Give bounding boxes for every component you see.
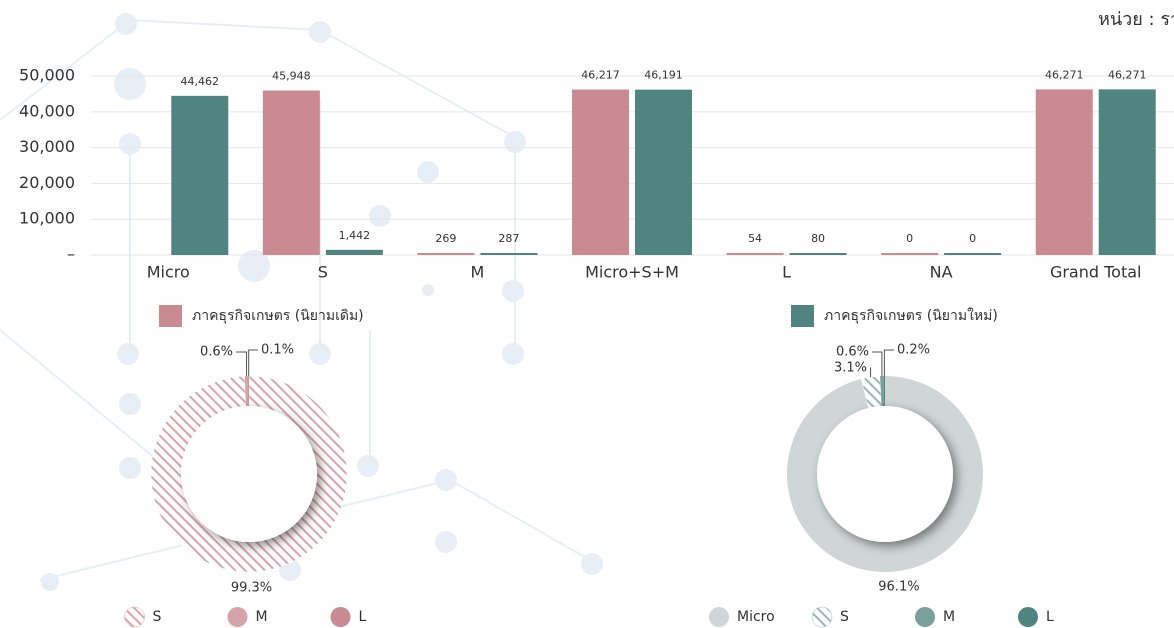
bar	[171, 96, 228, 255]
bar	[1099, 89, 1156, 255]
donut-hole	[817, 406, 953, 542]
unit-label: หน่วย : ราย	[1098, 9, 1174, 30]
pie-label: 0.6%	[836, 345, 869, 360]
page: {"chart_data": [ {"type": "bar", "unit":…	[0, 0, 1174, 628]
legend-label: ภาคธุรกิจเกษตร (นิยามใหม่)	[824, 307, 998, 324]
value-label: 45,948	[272, 70, 311, 83]
legend-marker	[228, 607, 248, 627]
bar	[417, 253, 474, 255]
x-tick-label: Grand Total	[1050, 263, 1142, 282]
bar	[1036, 89, 1093, 255]
legend-marker	[331, 607, 351, 627]
value-label: 0	[906, 232, 913, 245]
x-tick-label: Micro	[147, 263, 190, 282]
x-tick-label: L	[782, 263, 791, 282]
legend-label: ภาคธุรกิจเกษตร (นิยามเดิม)	[192, 308, 364, 324]
leader-line	[872, 352, 882, 376]
bar	[944, 253, 1001, 255]
value-label: 0	[969, 232, 976, 245]
value-label: 1,442	[339, 229, 371, 242]
leader-line	[236, 352, 247, 376]
value-label: 46,191	[644, 69, 683, 82]
leader-line	[870, 368, 871, 377]
pie-label: 0.6%	[200, 345, 233, 360]
legend-marker	[125, 607, 145, 627]
legend-label: M	[256, 609, 268, 625]
legend-label: M	[943, 609, 955, 625]
donut-hole	[181, 406, 317, 542]
legend-label: S	[153, 609, 162, 625]
bar	[881, 253, 938, 255]
y-tick-label: 10,000	[19, 209, 75, 228]
value-label: 46,271	[1045, 68, 1084, 81]
value-label: 269	[435, 232, 456, 245]
legend-swatch	[159, 305, 182, 327]
value-label: 54	[748, 232, 762, 245]
dashboard: หน่วย : ราย – 10,000 20,000 30,000 40,000 50,…	[0, 0, 1174, 628]
y-tick-label: 50,000	[19, 66, 75, 85]
leader-line	[884, 350, 894, 376]
pie-label: 0.2%	[897, 343, 930, 358]
legend-swatch	[791, 305, 814, 327]
value-label: 287	[498, 232, 519, 245]
x-tick-label: S	[318, 263, 328, 282]
value-label: 44,462	[181, 75, 220, 88]
x-tick-label: M	[471, 263, 485, 282]
y-tick-label: –	[67, 245, 75, 264]
legend-marker	[812, 607, 832, 627]
value-label: 46,217	[581, 69, 620, 82]
y-tick-label: 30,000	[19, 137, 75, 156]
legend-marker	[1018, 607, 1038, 627]
legend-label: L	[359, 609, 367, 625]
legend-marker	[709, 607, 729, 627]
bar	[480, 253, 537, 255]
legend-marker	[915, 607, 935, 627]
x-tick-label: Micro+S+M	[585, 263, 679, 282]
bar	[263, 91, 320, 255]
y-tick-label: 40,000	[19, 101, 75, 120]
legend-label: S	[840, 609, 849, 625]
bar	[572, 90, 629, 255]
pie-label: 0.1%	[261, 343, 294, 358]
bar	[635, 90, 692, 255]
legend-label: Micro	[737, 609, 775, 625]
bar	[790, 253, 847, 255]
x-tick-label: NA	[930, 263, 953, 282]
pie-label: 3.1%	[834, 361, 867, 376]
value-label: 46,271	[1108, 68, 1147, 81]
value-label: 80	[811, 232, 825, 245]
pie-label: 96.1%	[878, 580, 919, 595]
y-tick-label: 20,000	[19, 173, 75, 192]
pie-label: 99.3%	[231, 580, 272, 595]
bar	[727, 253, 784, 255]
legend-label: L	[1046, 609, 1054, 625]
leader-line	[249, 350, 258, 376]
bar	[326, 250, 383, 255]
